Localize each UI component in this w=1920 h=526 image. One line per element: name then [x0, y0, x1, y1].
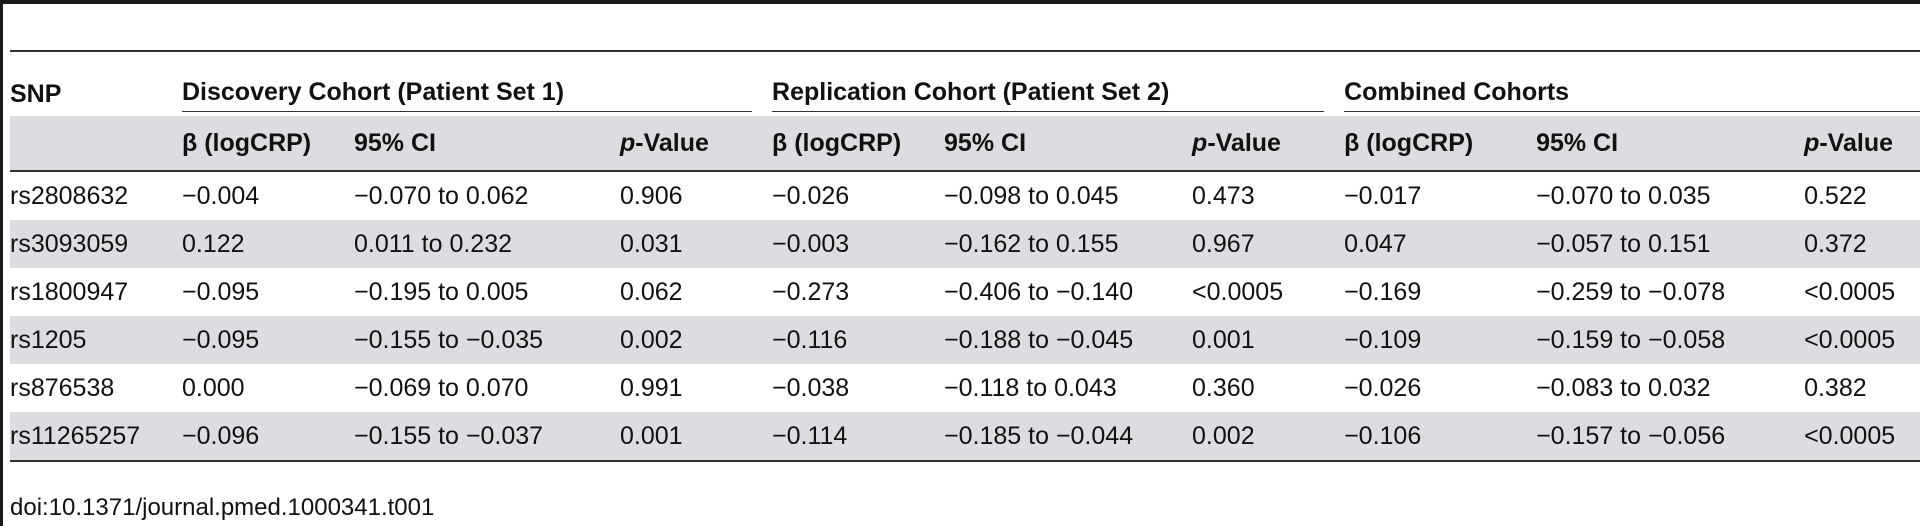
- snp-id-cell: rs1205: [10, 316, 182, 364]
- replication-cohort-header: Replication Cohort (Patient Set 2): [772, 50, 1345, 116]
- left-border: [0, 0, 3, 526]
- ci-cell: −0.083 to 0.032: [1536, 373, 1711, 402]
- beta-header: β (logCRP): [182, 116, 354, 172]
- ci-cell: −0.070 to 0.062: [354, 181, 529, 210]
- ci-cell: −0.118 to 0.043: [944, 373, 1117, 402]
- table-row: rs876538 0.000 −0.069 to 0.070 0.991 −0.038 −…: [10, 364, 1920, 412]
- snp-id-cell: rs1800947: [10, 277, 129, 306]
- beta-cell: −0.004: [182, 181, 260, 210]
- beta-cell: −0.026: [1344, 373, 1422, 402]
- ci-header: 95% CI: [1536, 116, 1805, 172]
- p-value-cell: <0.0005: [1804, 277, 1896, 306]
- beta-cell: −0.096: [182, 412, 354, 462]
- ci-cell: −0.069 to 0.070: [354, 373, 529, 402]
- p-value-cell: 0.991: [620, 373, 683, 402]
- p-value-cell: <0.0005: [1192, 277, 1284, 306]
- p-value-cell: 0.002: [1192, 412, 1345, 462]
- ci-cell: −0.070 to 0.035: [1536, 181, 1711, 210]
- p-value-cell: 0.372: [1804, 220, 1920, 268]
- ci-cell: −0.162 to 0.155: [944, 220, 1193, 268]
- p-value-cell: <0.0005: [1804, 316, 1920, 364]
- snp-association-table: SNP Discovery Cohort (Patient Set 1) Rep…: [10, 50, 1920, 462]
- beta-cell: −0.114: [772, 412, 945, 462]
- p-value-cell: 0.031: [620, 220, 773, 268]
- doi-footnote: doi:10.1371/journal.pmed.1000341.t001: [10, 494, 435, 521]
- subheader-row: β (logCRP) 95% CI p-Value β (logCRP) 95%…: [10, 116, 1920, 172]
- p-value-header: p-Value: [1804, 116, 1920, 172]
- ci-cell: −0.406 to −0.140: [944, 277, 1134, 306]
- p-value-cell: 0.967: [1192, 220, 1345, 268]
- ci-cell: −0.057 to 0.151: [1536, 220, 1805, 268]
- table-row: rs11265257 −0.096 −0.155 to −0.037 0.001 −0.…: [10, 412, 1920, 462]
- p-value-cell: 0.360: [1192, 373, 1255, 402]
- table-body: rs2808632 −0.004 −0.070 to 0.062 0.906 −0.02…: [10, 171, 1920, 462]
- ci-cell: −0.195 to 0.005: [354, 277, 529, 306]
- beta-cell: −0.116: [772, 316, 945, 364]
- beta-cell: −0.026: [772, 181, 850, 210]
- p-value-cell: 0.062: [620, 277, 683, 306]
- ci-cell: −0.155 to −0.037: [354, 412, 620, 462]
- beta-cell: −0.038: [772, 373, 850, 402]
- beta-cell: 0.122: [182, 220, 354, 268]
- snp-id-cell: rs3093059: [10, 220, 182, 268]
- ci-cell: −0.185 to −0.044: [944, 412, 1193, 462]
- p-value-cell: 0.473: [1192, 181, 1255, 210]
- combined-cohorts-header: Combined Cohorts: [1344, 50, 1920, 116]
- discovery-cohort-header: Discovery Cohort (Patient Set 1): [182, 50, 773, 116]
- p-value-cell: 0.382: [1804, 373, 1867, 402]
- ci-header: 95% CI: [944, 116, 1193, 172]
- beta-cell: −0.003: [772, 220, 945, 268]
- snp-subheader-blank: [10, 116, 182, 172]
- p-value-cell: 0.906: [620, 181, 683, 210]
- p-value-cell: 0.522: [1804, 181, 1867, 210]
- group-header-row: SNP Discovery Cohort (Patient Set 1) Rep…: [10, 50, 1920, 116]
- snp-column-header: SNP: [10, 50, 182, 116]
- beta-cell: −0.169: [1344, 277, 1422, 306]
- ci-header: 95% CI: [354, 116, 620, 172]
- ci-cell: −0.098 to 0.045: [944, 181, 1119, 210]
- beta-cell: 0.047: [1344, 220, 1537, 268]
- ci-cell: −0.159 to −0.058: [1536, 316, 1805, 364]
- top-border: [0, 0, 1920, 4]
- ci-cell: −0.259 to −0.078: [1536, 277, 1726, 306]
- beta-header: β (logCRP): [772, 116, 945, 172]
- ci-cell: −0.188 to −0.045: [944, 316, 1193, 364]
- p-value-header: p-Value: [620, 116, 773, 172]
- table-row: rs3093059 0.122 0.011 to 0.232 0.031 −0.003−…: [10, 220, 1920, 268]
- ci-cell: −0.157 to −0.056: [1536, 412, 1805, 462]
- beta-cell: −0.017: [1344, 181, 1422, 210]
- p-value-cell: 0.002: [620, 316, 773, 364]
- table-row: rs1205 −0.095 −0.155 to −0.035 0.002 −0.116−…: [10, 316, 1920, 364]
- snp-id-cell: rs2808632: [10, 181, 129, 210]
- p-value-cell: 0.001: [620, 412, 773, 462]
- p-value-header: p-Value: [1192, 116, 1345, 172]
- results-table-container: SNP Discovery Cohort (Patient Set 1) Rep…: [10, 50, 1920, 462]
- beta-cell: −0.095: [182, 316, 354, 364]
- beta-cell: −0.106: [1344, 412, 1537, 462]
- beta-cell: 0.000: [182, 373, 245, 402]
- p-value-cell: 0.001: [1192, 316, 1345, 364]
- ci-cell: −0.155 to −0.035: [354, 316, 620, 364]
- beta-cell: −0.095: [182, 277, 260, 306]
- ci-cell: 0.011 to 0.232: [354, 220, 620, 268]
- beta-header: β (logCRP): [1344, 116, 1537, 172]
- beta-cell: −0.273: [772, 277, 850, 306]
- p-value-cell: <0.0005: [1804, 412, 1920, 462]
- snp-id-cell: rs876538: [10, 373, 115, 402]
- table-row: rs2808632 −0.004 −0.070 to 0.062 0.906 −0.02…: [10, 171, 1920, 220]
- table-row: rs1800947 −0.095 −0.195 to 0.005 0.062 −0.27…: [10, 268, 1920, 316]
- snp-id-cell: rs11265257: [10, 412, 182, 462]
- beta-cell: −0.109: [1344, 316, 1537, 364]
